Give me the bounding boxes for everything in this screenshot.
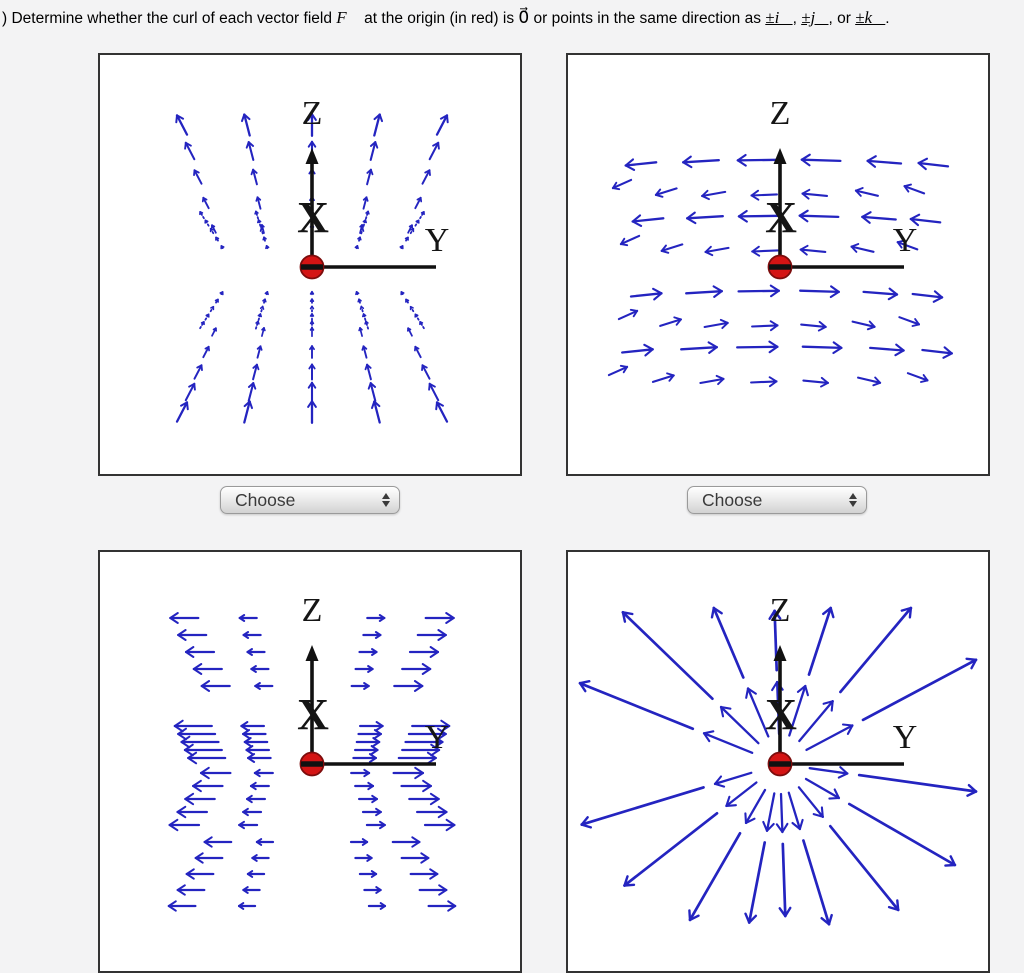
separator-2: , or [828,10,855,27]
zero-vector-symbol: 0⃗ [518,8,529,27]
x-axis-label: X [297,690,329,739]
select-arrows-icon [382,493,390,507]
vector-field-plot-b: Z X Y [568,55,988,474]
x-axis-label: X [765,690,797,739]
k-vector-term: ±k⃗ [855,8,885,27]
chevron-up-icon [382,493,390,499]
question-text-mid2: or points in the same direction as [529,10,765,27]
chevron-down-icon [382,501,390,507]
choose-dropdown-a[interactable]: Choose [220,486,400,514]
z-axis-label: Z [770,95,791,132]
choose-dropdown-a-label: Choose [235,490,295,511]
z-axis-label: Z [302,95,323,132]
z-axis-label: Z [770,592,791,629]
y-axis-label: Y [893,222,918,259]
vector-field-plot-c: Z X Y [100,552,520,971]
choose-dropdown-b[interactable]: Choose [687,486,867,514]
x-axis-label: X [765,193,797,242]
x-axis-label: X [297,193,329,242]
choose-dropdown-b-label: Choose [702,490,762,511]
vector-field-panel-a: Z X Y [98,53,522,476]
question-period: . [885,10,889,27]
f-vector-symbol: F⃗ [336,8,360,27]
z-axis-label: Z [302,592,323,629]
vector-field-panel-d: Z X Y [566,550,990,973]
j-vector-term: ±j⃗ [801,8,828,27]
vector-field-panel-c: Z X Y [98,550,522,973]
chevron-down-icon [849,501,857,507]
y-axis-label: Y [425,222,450,259]
question-text-start: ) Determine whether the curl of each vec… [2,10,336,27]
y-axis-label: Y [425,719,450,756]
vector-field-plot-a: Z X Y [100,55,520,474]
chevron-up-icon [849,493,857,499]
vector-field-panel-b: Z X Y [566,53,990,476]
separator-1: , [793,10,802,27]
question-text: ) Determine whether the curl of each vec… [2,8,1022,28]
i-vector-term: ±i⃗ [765,8,792,27]
question-text-mid1: at the origin (in red) is [360,10,519,27]
select-arrows-icon [849,493,857,507]
y-axis-label: Y [893,719,918,756]
vector-field-plot-d: Z X Y [568,552,988,971]
